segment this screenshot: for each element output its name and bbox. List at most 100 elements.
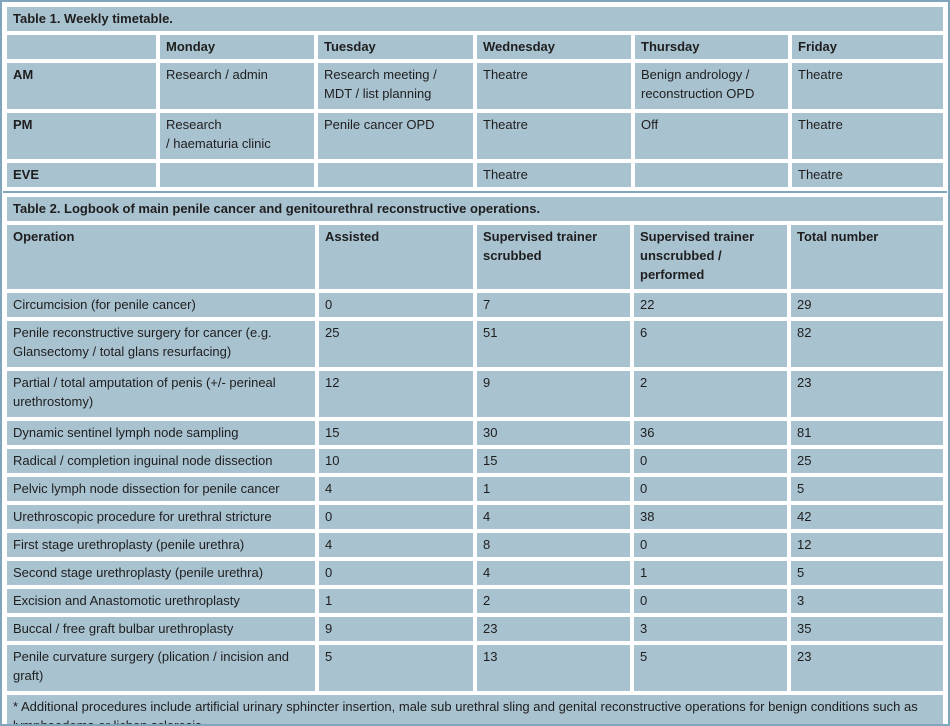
t2-col-assisted: Assisted bbox=[319, 225, 473, 289]
table1-row-eve: EVE Theatre Theatre bbox=[7, 163, 944, 187]
t1-cell-am-tuesday: Research meeting / MDT / list planning bbox=[318, 63, 473, 109]
t1-cell-pm-friday: Theatre bbox=[792, 113, 944, 159]
t2-value-cell: 0 bbox=[634, 533, 787, 557]
t1-cell-eve-tuesday bbox=[318, 163, 473, 187]
t2-value-cell: 22 bbox=[634, 293, 787, 317]
t1-cell-pm-monday: Research / haematuria clinic bbox=[160, 113, 314, 159]
t2-value-cell: 4 bbox=[477, 561, 630, 585]
table2-title-row: Table 2. Logbook of main penile cancer a… bbox=[7, 197, 944, 221]
t2-value-cell: 36 bbox=[634, 421, 787, 445]
table2-row: Dynamic sentinel lymph node sampling 15 … bbox=[7, 421, 944, 445]
t2-operation-cell: Excision and Anastomotic urethroplasty bbox=[7, 589, 315, 613]
t2-operation-cell: Partial / total amputation of penis (+/-… bbox=[7, 371, 315, 417]
table2-row: Partial / total amputation of penis (+/-… bbox=[7, 371, 944, 417]
table1-title-row: Table 1. Weekly timetable. bbox=[7, 7, 944, 31]
t2-value-cell: 2 bbox=[634, 371, 787, 417]
t1-col-friday: Friday bbox=[792, 35, 944, 59]
t2-value-cell: 23 bbox=[477, 617, 630, 641]
t1-cell-am-thursday: Benign andrology / reconstruction OPD bbox=[635, 63, 788, 109]
table2-row: Penile reconstructive surgery for cancer… bbox=[7, 321, 944, 367]
t2-value-cell: 12 bbox=[319, 371, 473, 417]
t2-value-cell: 51 bbox=[477, 321, 630, 367]
t2-col-total: Total number bbox=[791, 225, 944, 289]
t1-cell-eve-thursday bbox=[635, 163, 788, 187]
t1-row-label-eve: EVE bbox=[7, 163, 156, 187]
t2-value-cell: 4 bbox=[477, 505, 630, 529]
table2-row: Pelvic lymph node dissection for penile … bbox=[7, 477, 944, 501]
t2-value-cell: 15 bbox=[477, 449, 630, 473]
t1-cell-eve-friday: Theatre bbox=[792, 163, 944, 187]
table2-row: First stage urethroplasty (penile urethr… bbox=[7, 533, 944, 557]
t2-value-cell: 0 bbox=[634, 449, 787, 473]
t1-col-tuesday: Tuesday bbox=[318, 35, 473, 59]
t2-value-cell: 0 bbox=[319, 293, 473, 317]
table2-title: Table 2. Logbook of main penile cancer a… bbox=[7, 197, 944, 221]
t2-value-cell: 1 bbox=[634, 561, 787, 585]
t2-col-supervised-unscrubbed: Supervised trainer unscrubbed / performe… bbox=[634, 225, 787, 289]
t2-operation-cell: Penile reconstructive surgery for cancer… bbox=[7, 321, 315, 367]
t2-value-cell: 38 bbox=[634, 505, 787, 529]
table2-row: Urethroscopic procedure for urethral str… bbox=[7, 505, 944, 529]
t2-value-cell: 8 bbox=[477, 533, 630, 557]
table2-row: Radical / completion inguinal node disse… bbox=[7, 449, 944, 473]
t2-value-cell: 5 bbox=[791, 561, 944, 585]
t2-value-cell: 25 bbox=[791, 449, 944, 473]
t2-value-cell: 25 bbox=[319, 321, 473, 367]
t2-col-operation: Operation bbox=[7, 225, 315, 289]
t2-value-cell: 23 bbox=[791, 371, 944, 417]
t2-operation-cell: Buccal / free graft bulbar urethroplasty bbox=[7, 617, 315, 641]
t1-cell-pm-tuesday: Penile cancer OPD bbox=[318, 113, 473, 159]
t2-value-cell: 12 bbox=[791, 533, 944, 557]
t1-cell-am-monday: Research / admin bbox=[160, 63, 314, 109]
t2-value-cell: 6 bbox=[634, 321, 787, 367]
t2-value-cell: 0 bbox=[634, 589, 787, 613]
t2-operation-cell: Second stage urethroplasty (penile ureth… bbox=[7, 561, 315, 585]
table-separator-line bbox=[3, 191, 947, 193]
t1-col-wednesday: Wednesday bbox=[477, 35, 631, 59]
t2-value-cell: 3 bbox=[791, 589, 944, 613]
t1-row-label-pm: PM bbox=[7, 113, 156, 159]
t2-value-cell: 7 bbox=[477, 293, 630, 317]
t1-col-monday: Monday bbox=[160, 35, 314, 59]
table2-row: Buccal / free graft bulbar urethroplasty… bbox=[7, 617, 944, 641]
t2-value-cell: 82 bbox=[791, 321, 944, 367]
t2-value-cell: 10 bbox=[319, 449, 473, 473]
t1-cell-pm-thursday: Off bbox=[635, 113, 788, 159]
t2-value-cell: 0 bbox=[319, 561, 473, 585]
t1-cell-pm-wednesday: Theatre bbox=[477, 113, 631, 159]
t2-value-cell: 35 bbox=[791, 617, 944, 641]
table1-row-pm: PM Research / haematuria clinic Penile c… bbox=[7, 113, 944, 159]
t2-value-cell: 23 bbox=[791, 645, 944, 691]
t2-value-cell: 1 bbox=[477, 477, 630, 501]
t1-row-label-am: AM bbox=[7, 63, 156, 109]
t2-value-cell: 2 bbox=[477, 589, 630, 613]
t2-value-cell: 15 bbox=[319, 421, 473, 445]
table1-title: Table 1. Weekly timetable. bbox=[7, 7, 944, 31]
t2-operation-cell: Dynamic sentinel lymph node sampling bbox=[7, 421, 315, 445]
t1-col-thursday: Thursday bbox=[635, 35, 788, 59]
t1-cell-eve-monday bbox=[160, 163, 314, 187]
t1-cell-am-friday: Theatre bbox=[792, 63, 944, 109]
t2-col-supervised-scrubbed: Supervised trainer scrubbed bbox=[477, 225, 630, 289]
t2-value-cell: 3 bbox=[634, 617, 787, 641]
t2-value-cell: 5 bbox=[634, 645, 787, 691]
t1-cell-eve-wednesday: Theatre bbox=[477, 163, 631, 187]
weekly-timetable: Table 1. Weekly timetable. Monday Tuesda… bbox=[3, 3, 947, 191]
t2-value-cell: 29 bbox=[791, 293, 944, 317]
table2-row: Penile curvature surgery (plication / in… bbox=[7, 645, 944, 691]
table2-header-row: Operation Assisted Supervised trainer sc… bbox=[7, 225, 944, 289]
table1-row-am: AM Research / admin Research meeting / M… bbox=[7, 63, 944, 109]
t2-value-cell: 9 bbox=[319, 617, 473, 641]
table2-row: Circumcision (for penile cancer) 0 7 22 … bbox=[7, 293, 944, 317]
t2-operation-cell: Urethroscopic procedure for urethral str… bbox=[7, 505, 315, 529]
t2-value-cell: 5 bbox=[791, 477, 944, 501]
t2-operation-cell: Penile curvature surgery (plication / in… bbox=[7, 645, 315, 691]
table1-header-row: Monday Tuesday Wednesday Thursday Friday bbox=[7, 35, 944, 59]
t2-value-cell: 30 bbox=[477, 421, 630, 445]
table2-row: Excision and Anastomotic urethroplasty 1… bbox=[7, 589, 944, 613]
t2-operation-cell: Radical / completion inguinal node disse… bbox=[7, 449, 315, 473]
t2-value-cell: 42 bbox=[791, 505, 944, 529]
logbook-table: Table 2. Logbook of main penile cancer a… bbox=[3, 193, 947, 724]
t1-cell-am-wednesday: Theatre bbox=[477, 63, 631, 109]
